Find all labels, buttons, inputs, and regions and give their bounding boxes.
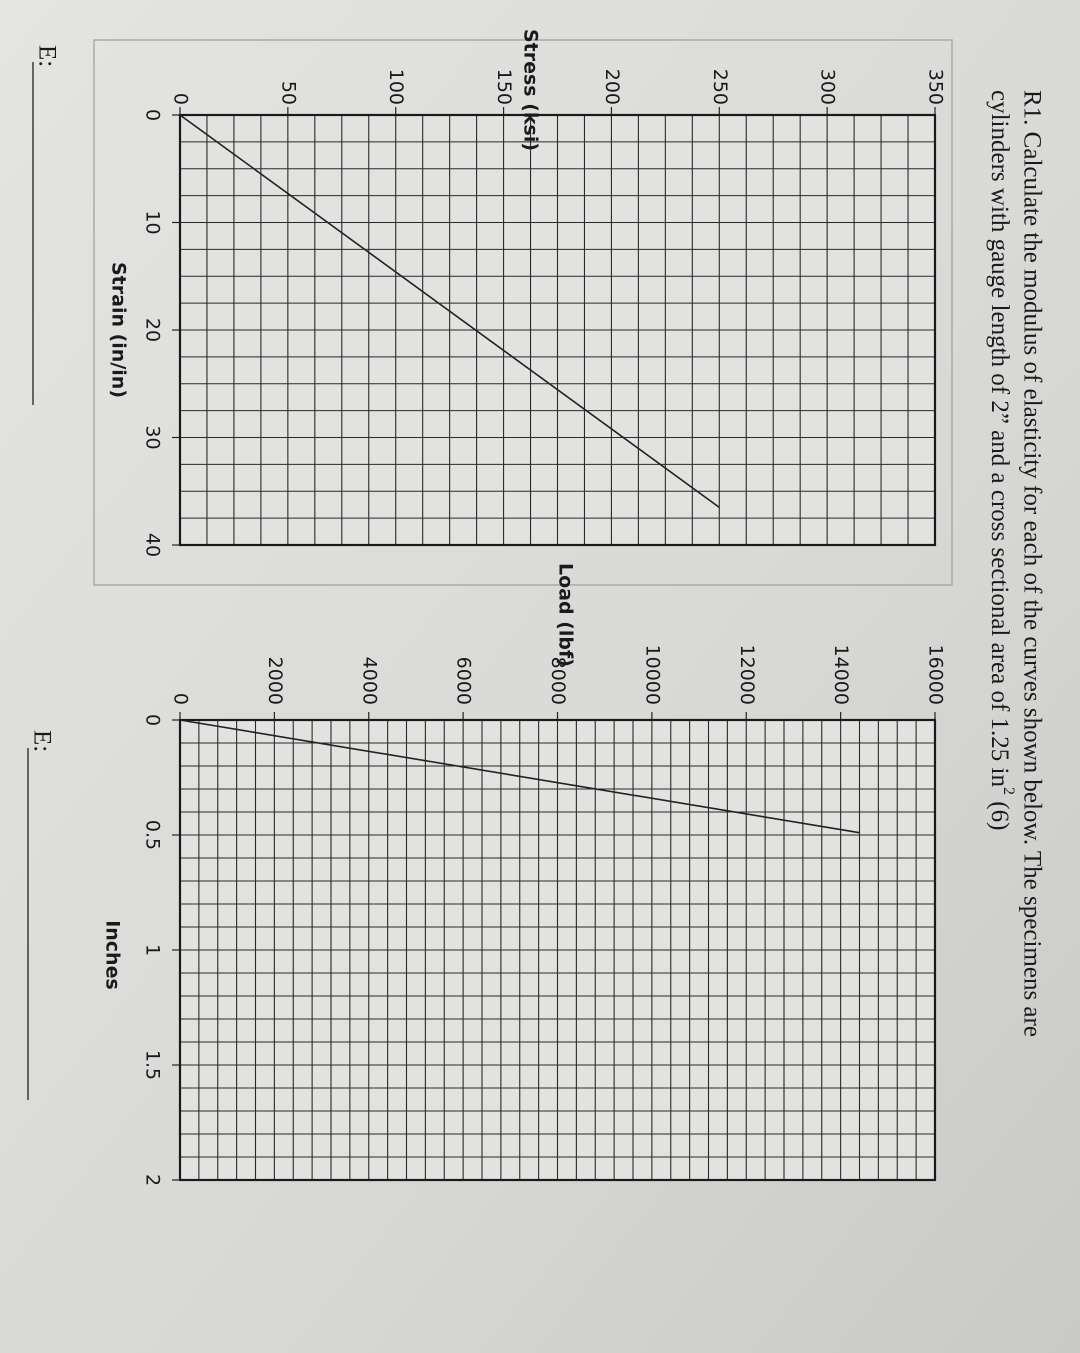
x-tick-label: 1.5 (142, 1050, 164, 1080)
data-line (179, 719, 860, 834)
y-tick-label: 250 (709, 69, 731, 105)
y-tick-label: 14000 (830, 645, 852, 705)
chart-box (93, 39, 953, 586)
x-tick-label: 0 (142, 109, 164, 121)
x-axis-label: Strain (in/in) (108, 262, 130, 398)
y-tick-label: 200 (601, 69, 623, 105)
y-tick-label: 0 (170, 93, 192, 105)
plot-frame (178, 113, 937, 547)
answer-label: E: (33, 45, 60, 67)
x-tick-label: 10 (142, 210, 164, 234)
y-tick-label: 6000 (453, 657, 475, 705)
y-tick-label: 50 (277, 81, 299, 105)
y-tick-label: 100 (385, 69, 407, 105)
x-axis-label: Inches (102, 920, 124, 990)
data-line (179, 114, 720, 509)
y-tick-label: 300 (817, 69, 839, 105)
y-tick-label: 350 (925, 69, 947, 105)
answer-label: E: (28, 730, 55, 752)
y-tick-label: 8000 (547, 657, 569, 705)
y-tick-label: 2000 (264, 657, 286, 705)
x-tick-label: 0.5 (142, 820, 164, 850)
y-tick-label: 4000 (358, 657, 380, 705)
instruction-line: cylinders with gauge length of 2” and a … (986, 90, 1017, 830)
worksheet: R1. Calculate the modulus of elasticity … (27, 29, 1045, 1186)
instruction-line: R1. Calculate the modulus of elasticity … (1018, 90, 1045, 1037)
y-tick-label: 10000 (641, 645, 663, 705)
instruction-text: cylinders with gauge length of 2” and a … (986, 90, 1013, 787)
y-axis-label: Stress (ksi) (520, 29, 542, 151)
x-tick-label: 0 (142, 714, 164, 726)
x-tick-label: 2 (142, 1174, 164, 1186)
x-tick-label: 20 (142, 318, 164, 342)
y-tick-label: 0 (170, 693, 192, 705)
plot-frame (178, 718, 937, 1182)
y-tick-label: 12000 (736, 645, 758, 705)
superscript: 2 (1000, 787, 1017, 795)
x-tick-label: 40 (142, 533, 164, 557)
y-axis-label: Load (lbf) (555, 563, 577, 667)
instruction-tail: (6) (986, 795, 1013, 830)
x-tick-label: 30 (142, 425, 164, 449)
x-tick-label: 1 (142, 944, 164, 956)
y-tick-label: 16000 (925, 645, 947, 705)
y-tick-label: 150 (493, 69, 515, 105)
